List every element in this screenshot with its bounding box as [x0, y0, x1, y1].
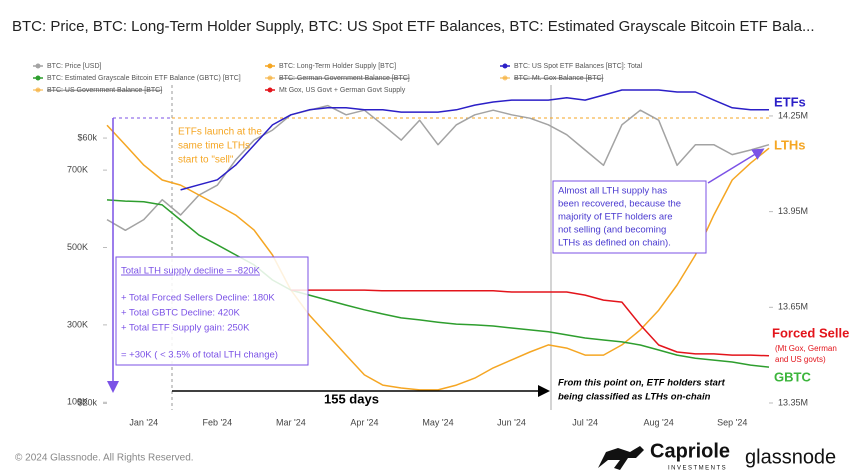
legend-label: BTC: German Government Balance [BTC]: [279, 75, 410, 82]
y-tick-label: 700K: [67, 164, 88, 174]
legend-swatch: [267, 87, 273, 93]
x-tick-label: Jul '24: [572, 417, 598, 427]
launch-note: same time LTHs: [178, 141, 250, 152]
legend-label: BTC: US Spot ETF Balances [BTC]: Total: [514, 63, 643, 70]
x-tick-label: Mar '24: [276, 417, 306, 427]
x-tick-label: Jan '24: [129, 417, 158, 427]
y-tick-label: 13.35M: [778, 397, 808, 407]
x-tick-label: May '24: [422, 417, 453, 427]
y-tick-label: 100K: [67, 397, 88, 407]
etfs-label: ETFs: [774, 94, 806, 109]
recovered-note: LTHs as defined on chain).: [558, 238, 671, 249]
gbtc-label: GBTC: [774, 369, 811, 384]
legend-swatch: [502, 75, 508, 81]
partner: glassnode: [745, 446, 836, 468]
series-line: [180, 89, 769, 191]
series-line: [106, 124, 770, 391]
legend-swatch: [35, 75, 41, 81]
summary-line: Total LTH supply decline = -820K: [121, 266, 261, 277]
forced-sellers-note: and US govts): [775, 355, 826, 364]
y-tick-label: $60k: [77, 132, 97, 142]
classified-note: being classified as LTHs on-chain: [558, 392, 711, 403]
recovery-arrow: [707, 148, 765, 184]
recovered-note: Almost all LTH supply has: [558, 186, 667, 197]
legend-swatch: [502, 63, 508, 69]
legend-label: BTC: Long-Term Holder Supply [BTC]: [279, 63, 396, 70]
summary-box: [115, 256, 309, 366]
y-tick-label: 13.65M: [778, 302, 808, 312]
classified-note: From this point on, ETF holders start: [558, 378, 726, 389]
legend-swatch: [267, 75, 273, 81]
summary-line: + Total ETF Supply gain: 250K: [121, 323, 250, 334]
lths-label: LTHs: [774, 137, 806, 152]
legend-label: BTC: Estimated Grayscale Bitcoin ETF Bal…: [47, 75, 241, 82]
series-line: [290, 289, 770, 357]
recovered-box: [552, 180, 707, 254]
series-line: [106, 199, 770, 368]
days-label: 155 days: [324, 391, 379, 406]
y-tick-label: 14.25M: [778, 110, 808, 120]
legend-swatch: [35, 63, 41, 69]
brand-logo: [598, 446, 644, 470]
y-tick-label: 500K: [67, 242, 88, 252]
y-tick-label: $20k: [77, 398, 97, 408]
legend-label: BTC: Mt. Gox Balance [BTC]: [514, 75, 604, 82]
launch-note: start to "sell": [178, 155, 234, 166]
recovered-note: majority of ETF holders are: [558, 212, 673, 223]
plot-area: [106, 85, 770, 410]
y-tick-label: 300K: [67, 319, 88, 329]
chart-title: BTC: Price, BTC: Long-Term Holder Supply…: [12, 18, 815, 35]
copyright: © 2024 Glassnode. All Rights Reserved.: [15, 453, 194, 464]
summary-line: + Total GBTC Decline: 420K: [121, 308, 241, 319]
launch-note: ETFs launch at the: [178, 127, 262, 138]
annotations: ETFs LTHs Forced Sellers (Mt Gox, German…: [107, 94, 849, 406]
summary-line: = +30K ( < 3.5% of total LTH change): [121, 350, 278, 361]
recovered-note: not selling (and becoming: [558, 225, 666, 236]
legend-label: BTC: US Government Balance [BTC]: [47, 87, 162, 94]
legend-label: Mt Gox, US Govt + German Govt Supply: [279, 87, 406, 94]
legend-label: BTC: Price [USD]: [47, 63, 102, 70]
x-tick-label: Apr '24: [350, 417, 378, 427]
legend-swatch: [267, 63, 273, 69]
x-tick-label: Feb '24: [202, 417, 232, 427]
recovered-note: been recovered, because the: [558, 199, 681, 210]
series-line: [106, 104, 770, 232]
x-tick-label: Aug '24: [644, 417, 674, 427]
x-tick-label: Sep '24: [717, 417, 747, 427]
forced-sellers-label: Forced Sellers: [772, 325, 849, 340]
y-tick-label: 13.95M: [778, 206, 808, 216]
x-tick-label: Jun '24: [497, 417, 526, 427]
forced-sellers-note: (Mt Gox, German: [775, 344, 837, 353]
brand-sub: INVESTMENTS: [668, 466, 727, 472]
legend-swatch: [35, 87, 41, 93]
summary-line: + Total Forced Sellers Decline: 180K: [121, 293, 275, 304]
brand: Capriole: [650, 440, 730, 462]
